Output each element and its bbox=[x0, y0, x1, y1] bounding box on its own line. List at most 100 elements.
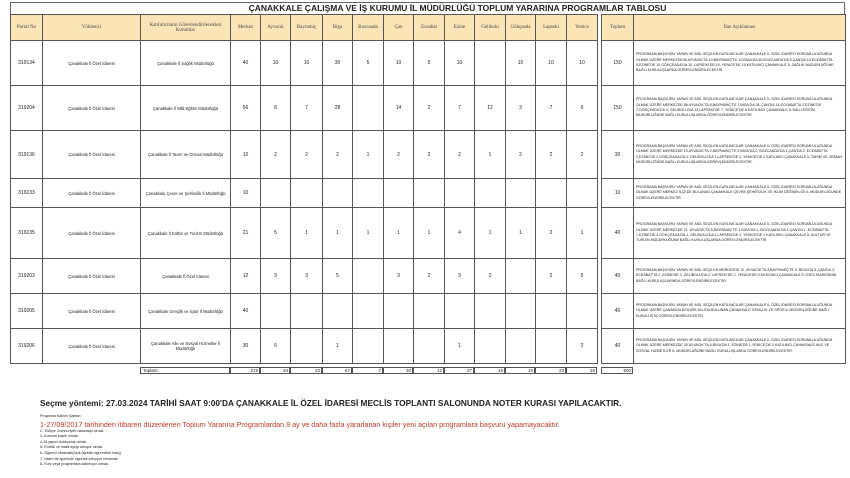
column-header: Gelibolu bbox=[474, 14, 506, 41]
table-row: 319136 Çanakkale İl Özel İdaresi Çanakkale… bbox=[10, 130, 846, 179]
district-count: 40 bbox=[230, 40, 261, 86]
row-total: 40 bbox=[601, 328, 634, 364]
condition-item: 6- Öğrenci olmamak(Açık öğretim öğrencil… bbox=[40, 450, 122, 455]
district-count bbox=[474, 328, 506, 364]
row-total: 40 bbox=[601, 293, 634, 329]
district-count: 3 bbox=[383, 258, 414, 294]
district-count bbox=[535, 293, 567, 329]
table-row: 319134 Çanakkale İl Özel İdaresi Çanakkale… bbox=[10, 40, 846, 86]
district-count bbox=[260, 178, 291, 208]
page-title: ÇANAKKALE ÇALIŞMA VE İŞ KURUMU İL MÜDÜRL… bbox=[10, 2, 845, 14]
district-count bbox=[566, 293, 598, 329]
district-total: 16 bbox=[505, 367, 535, 374]
column-header: Gökçeada bbox=[505, 14, 536, 41]
table-row: 319135 Çanakkale İl Özel İdaresi Çanakkale… bbox=[10, 207, 846, 259]
district-count: 10 bbox=[230, 130, 261, 179]
condition-item: 4-18 yaşını doldurmuş olmak. bbox=[40, 439, 88, 444]
district-count bbox=[352, 328, 384, 364]
district-total: 23 bbox=[535, 367, 566, 374]
conditions: Programa Katılım Şartları: 1-27/09/2017 … bbox=[40, 414, 560, 468]
district-count bbox=[383, 178, 414, 208]
gap bbox=[597, 178, 602, 208]
announcement: PROGRAMA BAŞVURU YAPAN VE ASİL SEÇİLEN K… bbox=[633, 207, 846, 259]
contractor: Çanakkale İl Özel İdaresi bbox=[42, 207, 141, 259]
district-count: 2 bbox=[535, 258, 567, 294]
institution: Çanakkale Gençlik ve Spor İl Müdürlüğü bbox=[140, 293, 231, 329]
district-count bbox=[383, 293, 414, 329]
announcement: PROGRAMA BAŞVURU YAPAN VE ASİL SEÇİLEN K… bbox=[633, 293, 846, 329]
district-count: 7 bbox=[535, 85, 567, 131]
contractor: Çanakkale İl Özel İdaresi bbox=[42, 178, 141, 208]
district-count: 3 bbox=[505, 85, 536, 131]
table-row: 319133 Çanakkale İl Özel İdaresi Çanakkale… bbox=[10, 178, 846, 208]
district-count bbox=[444, 178, 475, 208]
district-total: 26 bbox=[566, 367, 597, 374]
district-total: 219 bbox=[230, 367, 260, 374]
table-row: 319206 Çanakkale İl Özel İdaresi Çanakkale… bbox=[10, 328, 846, 364]
district-count: 10 bbox=[444, 40, 475, 86]
district-count: 2 bbox=[444, 130, 475, 179]
district-count bbox=[352, 85, 384, 131]
district-total: 23 bbox=[290, 367, 322, 374]
district-count: 1 bbox=[474, 130, 506, 179]
institution: Çanakkale İl Özel İdaresi bbox=[140, 258, 231, 294]
district-count: 2 bbox=[260, 130, 291, 179]
district-count: 12 bbox=[474, 85, 506, 131]
district-count bbox=[352, 178, 384, 208]
announcement: PROGRAMA BAŞVURU YAPAN VE ASİL SEÇİLEN K… bbox=[633, 85, 846, 131]
condition-item: 8- Kurs veya programlara katılmıyor olma… bbox=[40, 462, 109, 467]
gap bbox=[597, 130, 602, 179]
district-count: 10 bbox=[290, 40, 323, 86]
programs-table: Portal No Yüklenici Katılımcıların Görevle… bbox=[10, 14, 846, 364]
district-count bbox=[322, 293, 353, 329]
district-count bbox=[352, 293, 384, 329]
district-count: 10 bbox=[505, 40, 536, 86]
announcement: PROGRAMA BAŞVURU YAPAN VE ASİL SEÇİLEN K… bbox=[633, 328, 846, 364]
row-total: 150 bbox=[601, 40, 634, 86]
district-count: 1 bbox=[322, 207, 353, 259]
district-count bbox=[413, 178, 445, 208]
district-count: 5 bbox=[260, 207, 291, 259]
district-count: 2 bbox=[413, 258, 445, 294]
district-count: 21 bbox=[230, 207, 261, 259]
district-count: 6 bbox=[260, 328, 291, 364]
column-header: Bayramiç bbox=[290, 14, 323, 41]
institution: Çanakkale Çevre ve Şehircilik İl Müdürlü… bbox=[140, 178, 231, 208]
district-count bbox=[535, 178, 567, 208]
column-header: Yenice bbox=[566, 14, 598, 41]
district-count: 2 bbox=[535, 207, 567, 259]
condition-item: 1-27/09/2017 tarihinden itibaren düzenle… bbox=[40, 419, 560, 429]
row-total: 150 bbox=[601, 85, 634, 131]
district-count bbox=[322, 178, 353, 208]
totals-label: Toplam: bbox=[140, 367, 230, 374]
district-count: 5 bbox=[566, 258, 598, 294]
column-header: Merkez bbox=[230, 14, 261, 41]
district-count: 1 bbox=[566, 207, 598, 259]
portal-no: 319134 bbox=[10, 40, 43, 86]
district-count: 1 bbox=[505, 207, 536, 259]
column-header: Eceabat bbox=[413, 14, 445, 41]
district-count: 6 bbox=[566, 85, 598, 131]
district-count: 10 bbox=[260, 40, 291, 86]
district-count bbox=[505, 258, 536, 294]
district-total: 7 bbox=[352, 367, 383, 374]
district-count: 10 bbox=[230, 178, 261, 208]
district-count bbox=[260, 293, 291, 329]
district-count bbox=[566, 178, 598, 208]
district-count: 5 bbox=[352, 40, 384, 86]
district-count: 2 bbox=[505, 130, 536, 179]
district-count bbox=[474, 178, 506, 208]
district-count: 2 bbox=[535, 130, 567, 179]
district-count bbox=[535, 328, 567, 364]
portal-no: 319136 bbox=[10, 130, 43, 179]
district-count: 12 bbox=[230, 258, 261, 294]
district-total: 27 bbox=[444, 367, 474, 374]
table-row: 319203 Çanakkale İl Özel İdaresi Çanakkale… bbox=[10, 258, 846, 294]
district-count bbox=[505, 293, 536, 329]
column-header: Katılımcıların Görevlendirilecekleri Kur… bbox=[140, 14, 231, 41]
district-count: 2 bbox=[383, 130, 414, 179]
announcement: PROGRAMA BAŞVURU YAPAN VE ASİL SEÇİLEN K… bbox=[633, 178, 846, 208]
column-header: Ayvacık bbox=[260, 14, 291, 41]
district-count: 2 bbox=[474, 258, 506, 294]
district-total: 12 bbox=[413, 367, 444, 374]
